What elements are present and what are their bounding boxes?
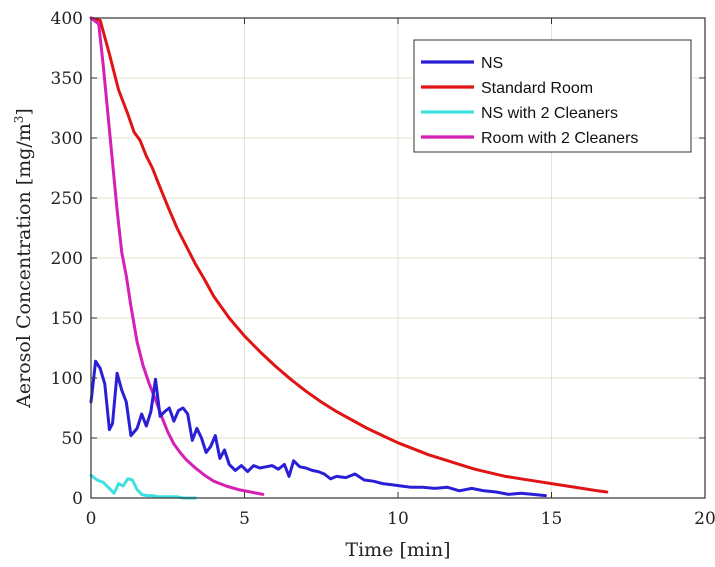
- legend: NS Standard Room NS with 2 Cleaners Room wi…: [413, 39, 692, 153]
- series-line-ns-with-2-cleaners: [89, 473, 197, 500]
- x-tick-label: 10: [387, 509, 409, 529]
- y-tick-label: 0: [72, 489, 83, 509]
- x-tick-label: 20: [694, 509, 715, 529]
- y-tick-label: 200: [51, 249, 83, 269]
- y-tick-label: 150: [51, 309, 83, 329]
- y-tick-label: 300: [51, 129, 83, 149]
- legend-items: NS Standard Room NS with 2 Cleaners Room wi…: [421, 55, 638, 147]
- legend-label-standard-room: Standard Room: [481, 80, 593, 97]
- y-tick-label: 250: [51, 189, 83, 209]
- legend-label-ns: NS: [481, 55, 503, 72]
- x-axis-title: Time [min]: [345, 539, 450, 561]
- legend-label-ns-with-2-cleaners: NS with 2 Cleaners: [481, 105, 618, 122]
- y-tick-label: 100: [51, 369, 83, 389]
- x-tick-label: 15: [541, 509, 563, 529]
- series-layer: [89, 16, 609, 500]
- y-tick-label: 350: [51, 69, 83, 89]
- legend-label-room-with-2-cleaners: Room with 2 Cleaners: [481, 130, 638, 147]
- y-axis-title: Aerosol Concentration [mg/m3]: [12, 108, 35, 409]
- y-axis-title-superscript: 3: [12, 116, 26, 124]
- y-axis-title-close: ]: [13, 108, 35, 115]
- y-axis-title-main: Aerosol Concentration [mg/m: [13, 123, 35, 409]
- y-tick-label: 50: [61, 429, 83, 449]
- y-tick-label: 400: [51, 9, 83, 29]
- series-line-ns: [89, 359, 547, 498]
- x-tick-label: 5: [239, 509, 250, 529]
- series-line-room-with-2-cleaners: [89, 16, 265, 496]
- legend-box: [413, 39, 692, 153]
- series-line-standard-room: [89, 16, 609, 494]
- x-tick-label: 0: [86, 509, 97, 529]
